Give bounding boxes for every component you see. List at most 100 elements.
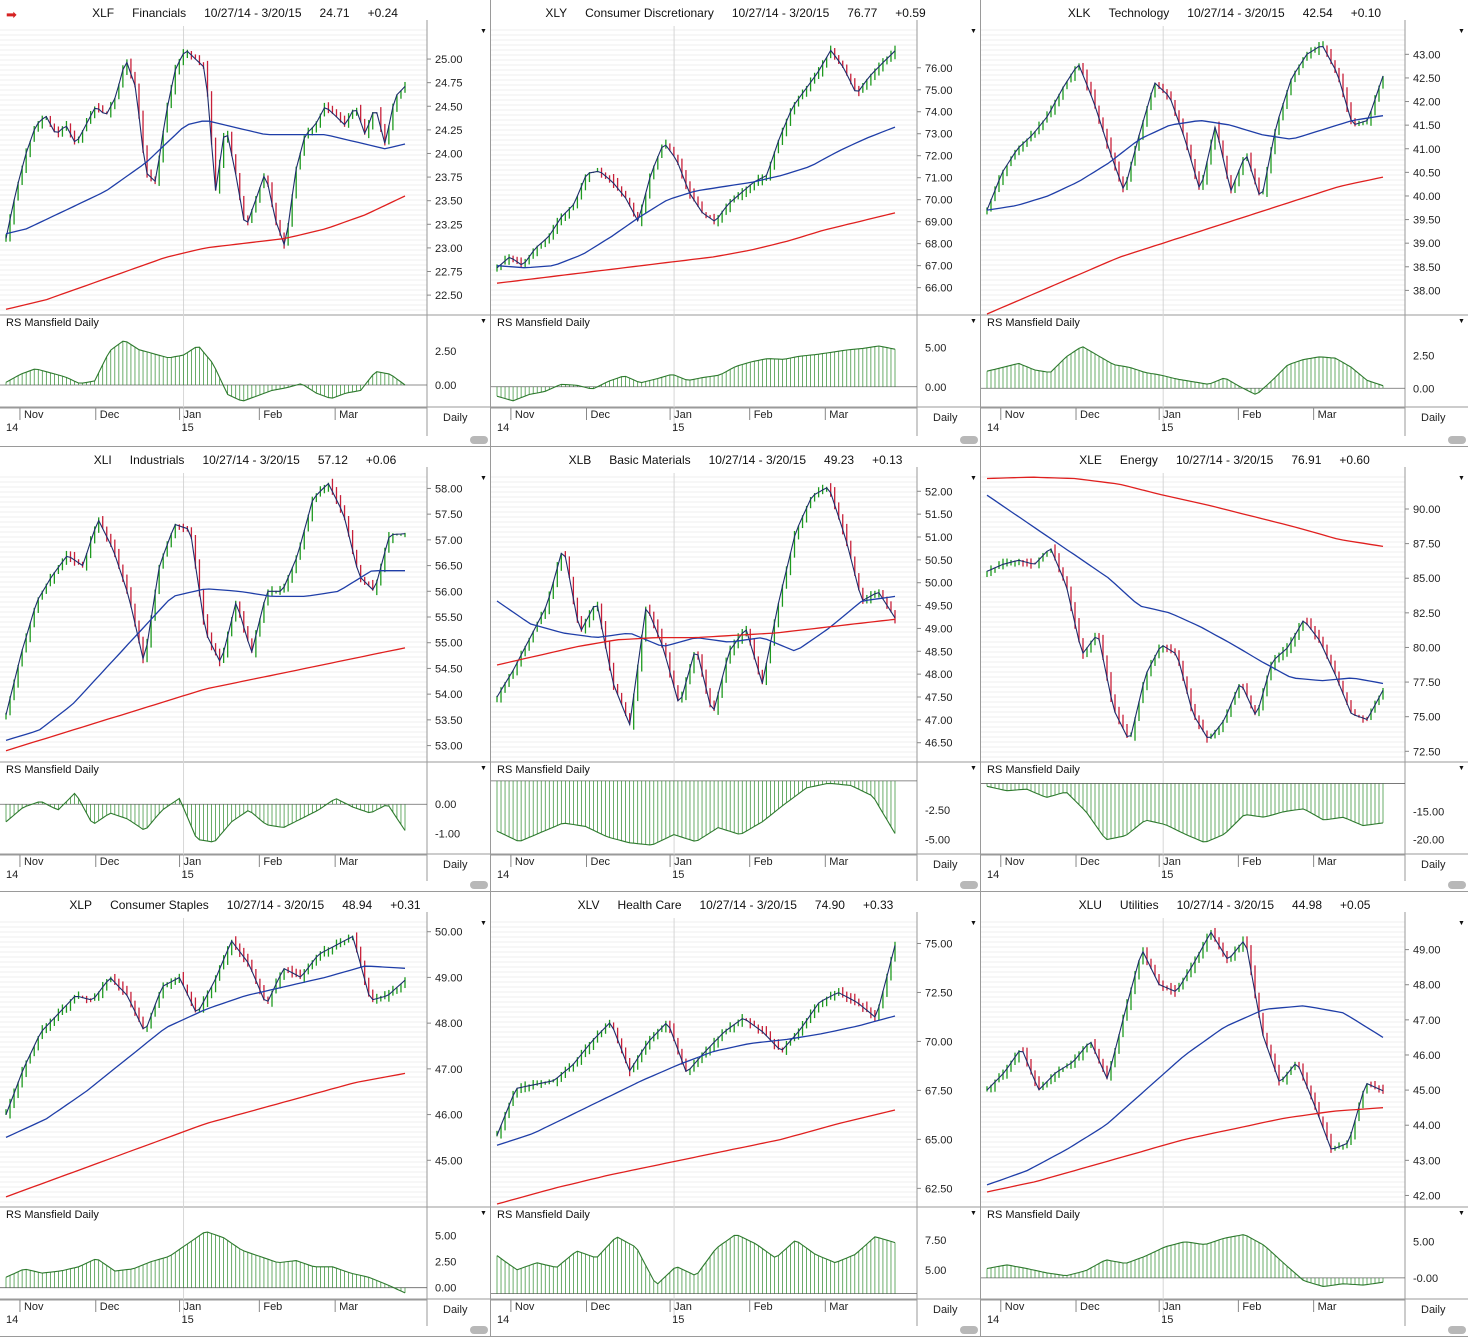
scroll-handle[interactable] [1448,1326,1466,1334]
rs-menu-icon[interactable]: ▼ [1458,1210,1465,1217]
period-selector[interactable]: Daily [1421,1304,1446,1316]
y-tick-label: 52.00 [925,486,953,498]
month-label: Jan [1163,1301,1181,1313]
chart-header: XLF Financials 10/27/14 - 3/20/15 24.71 +0.2… [0,0,490,26]
y-tick-label: 54.50 [435,663,463,675]
rs-tick-label: 5.00 [925,343,946,355]
month-label: Nov [515,856,535,868]
year-label: 14 [987,422,999,434]
period-selector[interactable]: Daily [933,412,958,424]
chart-panel-xlb[interactable]: XLB Basic Materials 10/27/14 - 3/20/15 49.2… [491,447,980,891]
ma50-line [496,595,896,652]
y-tick-label: 43.00 [1413,49,1441,61]
y-tick-label: 46.00 [435,1110,463,1122]
rs-menu-icon[interactable]: ▼ [480,1210,487,1217]
y-tick-label: 77.50 [1413,677,1441,689]
period-selector[interactable]: Daily [933,859,958,871]
y-tick-label: 68.00 [925,239,953,251]
chart-menu-icon[interactable]: ▼ [480,475,487,482]
rs-tick-label: 0.00 [925,382,946,394]
chart-panel-xle[interactable]: XLE Energy 10/27/14 - 3/20/15 76.91 +0.60 ▼ ▼ 7… [981,447,1468,891]
period-selector[interactable]: Daily [443,859,468,871]
rs-menu-icon[interactable]: ▼ [970,318,977,325]
month-label: Dec [100,1301,120,1313]
rs-menu-icon[interactable]: ▼ [970,1210,977,1217]
chart-svg: 66.00 67.00 68.00 69.00 70.00 71.00 72.00 73.00… [491,20,980,436]
y-tick-label: 47.00 [925,715,953,727]
rs-tick-label: -2.50 [925,805,950,817]
y-tick-label: 76.00 [925,63,953,75]
rs-menu-icon[interactable]: ▼ [480,765,487,772]
scroll-handle[interactable] [960,436,978,444]
rs-menu-icon[interactable]: ▼ [1458,318,1465,325]
rs-indicator-label: RS Mansfield Daily [987,1209,1080,1221]
y-tick-label: 23.00 [435,243,463,255]
scroll-handle[interactable] [1448,881,1466,889]
chart-panel-xlu[interactable]: XLU Utilities 10/27/14 - 3/20/15 44.98 +0.05… [981,892,1468,1336]
chart-panel-xlp[interactable]: XLP Consumer Staples 10/27/14 - 3/20/15 48.… [0,892,490,1336]
scroll-handle[interactable] [470,1326,488,1334]
y-tick-label: 71.00 [925,173,953,185]
price-change: +0.59 [895,6,926,20]
month-label: Mar [339,856,358,868]
red-right-arrow-icon[interactable]: ➡ [6,7,17,22]
chart-panel-xli[interactable]: XLI Industrials 10/27/14 - 3/20/15 57.12 +0.… [0,447,490,891]
chart-menu-icon[interactable]: ▼ [480,28,487,35]
rs-tick-label: 0.00 [435,1283,456,1295]
y-tick-label: 58.00 [435,483,463,495]
period-selector[interactable]: Daily [443,1304,468,1316]
date-range-label: 10/27/14 - 3/20/15 [699,898,797,912]
year-label: 15 [672,869,684,881]
scroll-handle[interactable] [470,436,488,444]
sector-name: Technology [1108,6,1170,20]
chart-menu-icon[interactable]: ▼ [970,475,977,482]
chart-svg: 22.50 22.75 23.00 23.25 23.50 23.75 24.00 24.25… [0,20,490,436]
rs-tick-label: 7.50 [925,1235,946,1247]
y-tick-label: 70.00 [925,195,953,207]
month-label: Nov [24,409,44,421]
y-tick-label: 53.00 [435,741,463,753]
chart-svg: 46.50 47.00 47.50 48.00 48.50 49.00 49.50 50.00… [491,467,980,881]
month-label: Jan [674,1301,692,1313]
symbol-label: XLB [568,453,592,467]
chart-menu-icon[interactable]: ▼ [480,920,487,927]
price-change: +0.24 [367,6,398,20]
y-tick-label: 69.00 [925,217,953,229]
period-selector[interactable]: Daily [443,412,468,424]
scroll-handle[interactable] [1448,436,1466,444]
price-change: +0.33 [862,898,894,912]
rs-tick-label: -20.00 [1413,835,1444,847]
chart-panel-xlk[interactable]: XLK Technology 10/27/14 - 3/20/15 42.54 +0.1… [981,0,1468,446]
y-tick-label: 42.00 [1413,1190,1441,1202]
scroll-handle[interactable] [470,881,488,889]
rs-menu-icon[interactable]: ▼ [970,765,977,772]
chart-menu-icon[interactable]: ▼ [1458,28,1465,35]
scroll-handle[interactable] [960,1326,978,1334]
y-tick-label: 72.00 [925,151,953,163]
y-tick-label: 39.00 [1413,238,1441,250]
last-price: 57.12 [317,453,348,467]
chart-menu-icon[interactable]: ▼ [1458,475,1465,482]
rs-menu-icon[interactable]: ▼ [480,318,487,325]
chart-menu-icon[interactable]: ▼ [970,28,977,35]
chart-menu-icon[interactable]: ▼ [970,920,977,927]
y-tick-label: 43.00 [1413,1155,1441,1167]
last-price: 49.23 [824,453,855,467]
month-label: Feb [754,1301,773,1313]
period-selector[interactable]: Daily [1421,859,1446,871]
period-selector[interactable]: Daily [933,1304,958,1316]
sector-name: Utilities [1119,898,1159,912]
chart-svg: 38.00 38.50 39.00 39.50 40.00 40.50 41.00 41.50… [981,20,1468,436]
sector-name: Consumer Staples [110,898,209,912]
chart-panel-xlv[interactable]: XLV Health Care 10/27/14 - 3/20/15 74.90 +0.… [491,892,980,1336]
scroll-handle[interactable] [960,881,978,889]
chart-panel-xly[interactable]: XLY Consumer Discretionary 10/27/14 - 3/20… [491,0,980,446]
month-label: Feb [754,856,773,868]
month-label: Nov [1005,856,1025,868]
y-tick-label: 38.00 [1413,285,1441,297]
chart-panel-xlf[interactable]: XLF Financials 10/27/14 - 3/20/15 24.71 +0.2… [0,0,490,446]
chart-menu-icon[interactable]: ▼ [1458,920,1465,927]
rs-menu-icon[interactable]: ▼ [1458,765,1465,772]
month-label: Nov [1005,409,1025,421]
period-selector[interactable]: Daily [1421,412,1446,424]
